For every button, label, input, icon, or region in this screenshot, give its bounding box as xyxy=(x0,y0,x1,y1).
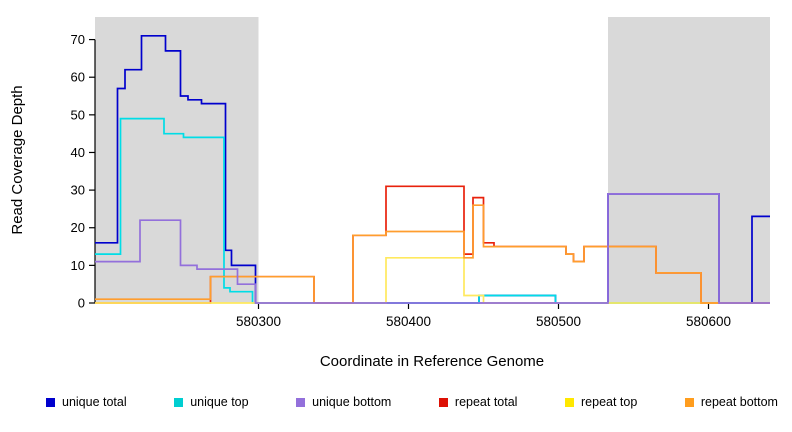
y-tick-label: 30 xyxy=(71,183,85,198)
y-tick-label: 40 xyxy=(71,145,85,160)
legend-label-repeat-total: repeat total xyxy=(454,395,518,409)
legend-item-unique-bottom: unique bottom xyxy=(296,395,391,409)
legend-swatch-repeat-total xyxy=(438,397,448,407)
legend-label-unique-bottom: unique bottom xyxy=(312,395,392,409)
legend-item-unique-top: unique top xyxy=(174,395,249,409)
y-tick-label: 70 xyxy=(71,32,85,47)
left-gray-region xyxy=(95,17,259,303)
chart-legend: unique total unique top unique bottom repea… xyxy=(0,385,792,409)
legend-swatch-unique-top xyxy=(174,397,184,407)
x-tick-label: 580500 xyxy=(536,314,581,329)
legend-item-unique-total: unique total xyxy=(46,395,127,409)
right-gray-region xyxy=(608,17,770,303)
legend-label-unique-total: unique total xyxy=(62,395,127,409)
legend-swatch-unique-bottom xyxy=(296,397,306,407)
series-line-unique-top xyxy=(95,117,770,304)
legend-swatch-unique-total xyxy=(46,397,55,407)
chart-layers: 0 10 20 30 40 50 60 70 580300 580400 580500 580600 xyxy=(71,17,770,329)
y-tick-label: 0 xyxy=(78,296,85,311)
x-tick-label: 580300 xyxy=(236,314,281,329)
y-tick-label: 50 xyxy=(71,107,85,122)
legend-item-repeat-top: repeat top xyxy=(565,395,637,409)
legend-label-repeat-bottom: repeat bottom xyxy=(700,395,778,409)
legend-item-repeat-total: repeat total xyxy=(438,395,518,409)
y-tick-label: 10 xyxy=(71,258,85,273)
legend-swatch-repeat-bottom xyxy=(684,397,694,407)
y-tick-label: 60 xyxy=(71,70,85,85)
y-axis-title: Read Coverage Depth xyxy=(9,85,26,234)
series-line-unique-bottom xyxy=(95,193,770,304)
legend-label-repeat-top: repeat top xyxy=(581,395,638,409)
x-tick-label: 580600 xyxy=(686,314,731,329)
legend-label-unique-top: unique top xyxy=(190,395,249,409)
x-axis-title: Coordinate in Reference Genome xyxy=(320,353,544,370)
series-line-repeat-top xyxy=(95,256,770,304)
y-tick-label: 20 xyxy=(71,220,85,235)
legend-swatch-repeat-top xyxy=(565,397,574,407)
legend-item-repeat-bottom: repeat bottom xyxy=(684,395,778,409)
x-tick-label: 580400 xyxy=(386,314,431,329)
